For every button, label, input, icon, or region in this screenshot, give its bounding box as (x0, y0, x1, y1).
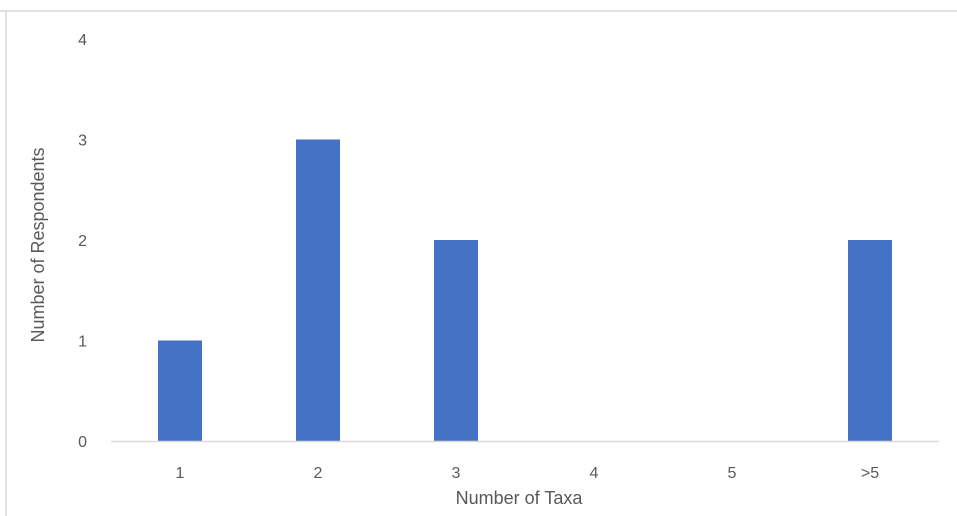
x-tick-label: >5 (861, 465, 879, 482)
x-tick-label: 4 (590, 465, 599, 482)
x-tick-label: 3 (452, 465, 461, 482)
y-tick-label: 4 (78, 32, 87, 49)
y-axis: 0 1 2 3 4 (78, 32, 87, 451)
y-tick-label: 1 (78, 334, 87, 351)
y-tick-label: 2 (78, 233, 87, 250)
y-tick-label: 0 (78, 434, 87, 451)
x-tick-label: 5 (728, 465, 737, 482)
y-tick-label: 3 (78, 133, 87, 150)
x-tick-label: 2 (314, 465, 323, 482)
bars (158, 139, 892, 441)
bar-2 (296, 139, 340, 441)
bar-1 (158, 340, 202, 441)
y-axis-title: Number of Respondents (28, 147, 48, 342)
x-axis: 1 2 3 4 5 >5 (111, 440, 939, 482)
x-tick-label: 1 (176, 465, 185, 482)
x-axis-title: Number of Taxa (456, 488, 584, 508)
bar-gt5 (848, 240, 892, 441)
bar-3 (434, 240, 478, 441)
